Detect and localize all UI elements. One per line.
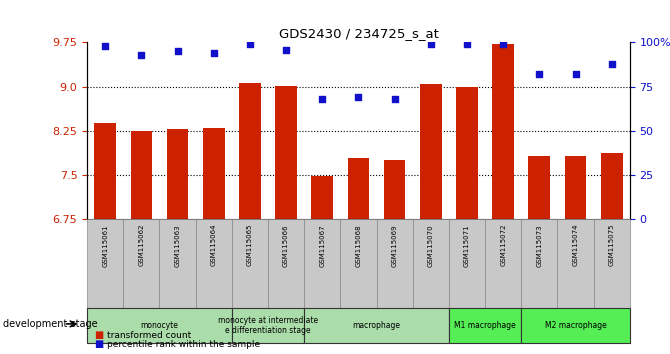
Text: monocyte at intermediate
e differentiation stage: monocyte at intermediate e differentiati… xyxy=(218,316,318,335)
Text: GSM115066: GSM115066 xyxy=(283,224,289,267)
Bar xyxy=(87,219,123,308)
Text: GSM115075: GSM115075 xyxy=(609,224,614,267)
Text: macrophage: macrophage xyxy=(352,321,401,330)
Point xyxy=(317,96,328,102)
Text: GSM115062: GSM115062 xyxy=(139,224,144,267)
Bar xyxy=(232,308,304,343)
Title: GDS2430 / 234725_s_at: GDS2430 / 234725_s_at xyxy=(279,27,438,40)
Bar xyxy=(485,219,521,308)
Bar xyxy=(196,219,232,308)
Bar xyxy=(340,219,377,308)
Text: GSM115073: GSM115073 xyxy=(537,224,542,267)
Bar xyxy=(413,219,449,308)
Bar xyxy=(123,219,159,308)
Text: GSM115072: GSM115072 xyxy=(500,224,506,267)
Bar xyxy=(601,153,622,219)
Text: GSM115069: GSM115069 xyxy=(392,224,397,267)
Text: GSM115070: GSM115070 xyxy=(428,224,433,267)
Bar xyxy=(87,308,232,343)
Point xyxy=(534,72,545,77)
Point xyxy=(245,41,255,47)
Bar xyxy=(456,87,478,219)
Bar xyxy=(529,156,550,219)
Text: GSM115065: GSM115065 xyxy=(247,224,253,267)
Bar xyxy=(268,219,304,308)
Bar xyxy=(159,219,196,308)
Bar xyxy=(449,308,521,343)
Bar xyxy=(94,123,116,219)
Text: GSM115064: GSM115064 xyxy=(211,224,216,267)
Point xyxy=(462,41,472,47)
Point xyxy=(606,61,617,67)
Bar xyxy=(377,219,413,308)
Point xyxy=(353,95,364,100)
Bar xyxy=(521,308,630,343)
Point xyxy=(136,52,147,58)
Text: GSM115071: GSM115071 xyxy=(464,224,470,267)
Bar xyxy=(304,308,449,343)
Bar xyxy=(275,86,297,219)
Point xyxy=(570,72,581,77)
Bar xyxy=(232,219,268,308)
Text: GSM115067: GSM115067 xyxy=(320,224,325,267)
Text: GSM115063: GSM115063 xyxy=(175,224,180,267)
Point xyxy=(281,47,291,52)
Text: GSM115061: GSM115061 xyxy=(103,224,108,267)
Bar xyxy=(131,131,152,219)
Text: monocyte: monocyte xyxy=(141,321,178,330)
Text: GSM115068: GSM115068 xyxy=(356,224,361,267)
Text: ■: ■ xyxy=(94,330,103,340)
Point xyxy=(389,96,400,102)
Text: percentile rank within the sample: percentile rank within the sample xyxy=(107,340,261,349)
Bar xyxy=(304,219,340,308)
Point xyxy=(172,48,183,54)
Text: M2 macrophage: M2 macrophage xyxy=(545,321,606,330)
Bar xyxy=(167,129,188,219)
Bar xyxy=(521,219,557,308)
Bar xyxy=(449,219,485,308)
Bar xyxy=(203,128,224,219)
Text: GSM115074: GSM115074 xyxy=(573,224,578,267)
Text: transformed count: transformed count xyxy=(107,331,192,340)
Bar xyxy=(384,160,405,219)
Bar xyxy=(348,158,369,219)
Bar xyxy=(492,44,514,219)
Point xyxy=(425,41,436,47)
Point xyxy=(208,50,219,56)
Bar xyxy=(565,156,586,219)
Bar xyxy=(312,176,333,219)
Text: development stage: development stage xyxy=(3,319,98,329)
Point xyxy=(100,43,111,49)
Bar xyxy=(420,84,442,219)
Point xyxy=(498,41,509,47)
Bar xyxy=(557,219,594,308)
Text: ■: ■ xyxy=(94,339,103,349)
Bar xyxy=(594,219,630,308)
Text: M1 macrophage: M1 macrophage xyxy=(454,321,516,330)
Bar xyxy=(239,82,261,219)
